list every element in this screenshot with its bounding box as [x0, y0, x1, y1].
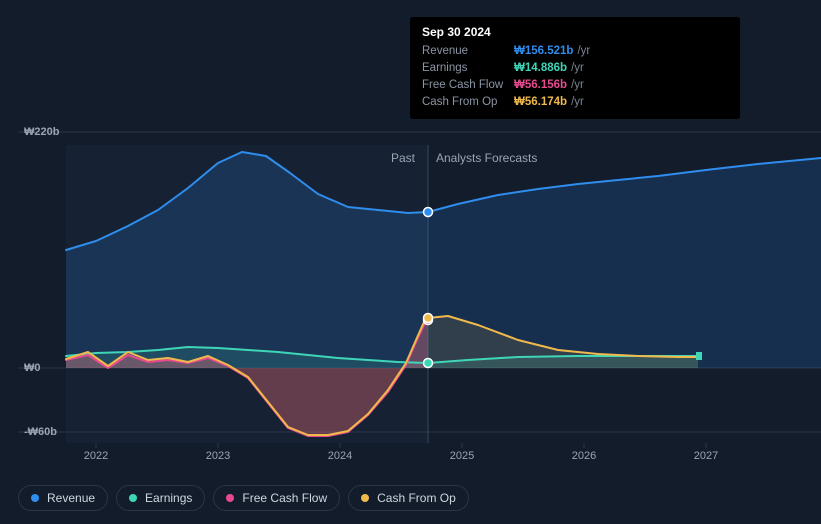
past-section-label: Past — [391, 151, 415, 165]
tooltip-metric-label: Cash From Op — [422, 94, 514, 111]
tooltip-metric-label: Free Cash Flow — [422, 77, 514, 94]
tooltip-metric-value: ₩156.521b — [514, 43, 573, 60]
tooltip-metric-label: Revenue — [422, 43, 514, 60]
tooltip-metric-value: ₩56.174b — [514, 94, 567, 111]
legend-item-earnings[interactable]: Earnings — [116, 485, 205, 511]
legend-item-revenue[interactable]: Revenue — [18, 485, 108, 511]
legend-dot — [129, 494, 137, 502]
x-axis-label: 2022 — [84, 450, 108, 462]
legend-dot — [31, 494, 39, 502]
x-axis-label: 2023 — [206, 450, 230, 462]
tooltip-row: Cash From Op₩56.174b/yr — [422, 94, 728, 111]
legend-label: Earnings — [145, 491, 192, 505]
tooltip-row: Free Cash Flow₩56.156b/yr — [422, 77, 728, 94]
tooltip-metric-unit: /yr — [571, 77, 584, 94]
tooltip-row: Revenue₩156.521b/yr — [422, 43, 728, 60]
chart-tooltip: Sep 30 2024 Revenue₩156.521b/yrEarnings₩… — [410, 17, 740, 119]
legend-label: Cash From Op — [377, 491, 456, 505]
legend-label: Revenue — [47, 491, 95, 505]
x-axis-label: 2026 — [572, 450, 596, 462]
tooltip-metric-unit: /yr — [571, 60, 584, 77]
tooltip-metric-unit: /yr — [577, 43, 590, 60]
tooltip-metric-unit: /yr — [571, 94, 584, 111]
legend-dot — [226, 494, 234, 502]
tooltip-metric-label: Earnings — [422, 60, 514, 77]
tooltip-metric-value: ₩14.886b — [514, 60, 567, 77]
tooltip-row: Earnings₩14.886b/yr — [422, 60, 728, 77]
legend-dot — [361, 494, 369, 502]
legend-item-cashop[interactable]: Cash From Op — [348, 485, 469, 511]
y-axis-label: ₩220b — [24, 126, 59, 138]
x-axis-label: 2027 — [694, 450, 718, 462]
y-axis-label: ₩0 — [24, 362, 41, 374]
legend-item-fcf[interactable]: Free Cash Flow — [213, 485, 340, 511]
y-axis-label: -₩60b — [24, 426, 57, 438]
x-axis-label: 2025 — [450, 450, 474, 462]
chart-legend: Revenue Earnings Free Cash Flow Cash Fro… — [18, 485, 469, 511]
legend-label: Free Cash Flow — [242, 491, 327, 505]
x-axis-label: 2024 — [328, 450, 352, 462]
forecast-section-label: Analysts Forecasts — [436, 151, 537, 165]
tooltip-metric-value: ₩56.156b — [514, 77, 567, 94]
tooltip-date: Sep 30 2024 — [422, 25, 728, 39]
